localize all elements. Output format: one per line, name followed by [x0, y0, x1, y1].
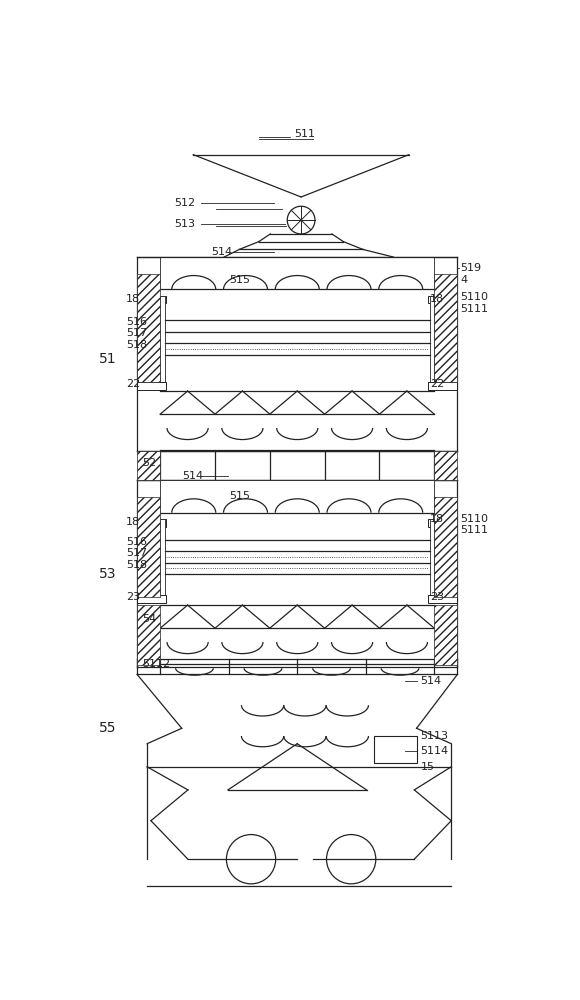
Bar — [428, 595, 458, 603]
Text: 18: 18 — [430, 294, 444, 304]
Text: 53: 53 — [99, 567, 116, 581]
Bar — [137, 382, 166, 389]
Text: 518: 518 — [126, 340, 147, 350]
Text: 519: 519 — [461, 263, 481, 273]
Text: 517: 517 — [126, 548, 147, 558]
Text: 18: 18 — [430, 514, 444, 524]
Text: 54: 54 — [142, 614, 156, 624]
Bar — [428, 519, 458, 527]
Text: 23: 23 — [430, 592, 444, 602]
Text: 55: 55 — [99, 721, 116, 735]
Text: 5112: 5112 — [142, 659, 170, 669]
Bar — [434, 497, 458, 597]
Text: 512: 512 — [174, 198, 195, 208]
Text: 5114: 5114 — [420, 746, 448, 756]
Bar — [137, 451, 160, 480]
Text: 5110: 5110 — [461, 292, 488, 302]
Text: 22: 22 — [430, 379, 444, 389]
Text: 517: 517 — [126, 328, 147, 338]
Text: 22: 22 — [126, 379, 140, 389]
Bar — [137, 497, 160, 597]
Bar — [434, 451, 458, 480]
Text: 5110: 5110 — [461, 514, 488, 524]
Text: 4: 4 — [461, 275, 467, 285]
Bar — [137, 296, 166, 303]
Text: 5111: 5111 — [461, 525, 488, 535]
Text: 511: 511 — [295, 129, 316, 139]
Bar — [137, 605, 160, 665]
Bar — [428, 382, 458, 389]
Bar — [160, 257, 434, 289]
Bar — [374, 736, 416, 763]
Text: 515: 515 — [230, 491, 251, 501]
Bar — [430, 296, 434, 386]
Text: 5111: 5111 — [461, 304, 488, 314]
Bar — [137, 519, 166, 527]
Bar — [428, 296, 458, 303]
Bar — [160, 296, 165, 386]
Text: 18: 18 — [125, 294, 140, 304]
Text: 23: 23 — [126, 592, 140, 602]
Text: 516: 516 — [126, 537, 147, 547]
Text: 514: 514 — [182, 471, 203, 481]
Bar — [137, 595, 166, 603]
Text: 15: 15 — [420, 762, 434, 772]
Bar — [434, 274, 458, 382]
Bar — [137, 274, 160, 382]
Text: 514: 514 — [211, 247, 232, 257]
Bar — [160, 519, 165, 599]
Text: 5113: 5113 — [420, 731, 448, 741]
Text: 18: 18 — [125, 517, 140, 527]
Text: 514: 514 — [420, 676, 441, 686]
Text: 513: 513 — [174, 219, 195, 229]
Text: 51: 51 — [99, 352, 116, 366]
Text: 515: 515 — [230, 275, 251, 285]
Bar — [160, 480, 434, 513]
Text: 52: 52 — [142, 458, 156, 468]
Text: 518: 518 — [126, 560, 147, 570]
Text: 516: 516 — [126, 317, 147, 327]
Bar — [430, 519, 434, 599]
Bar — [434, 605, 458, 665]
